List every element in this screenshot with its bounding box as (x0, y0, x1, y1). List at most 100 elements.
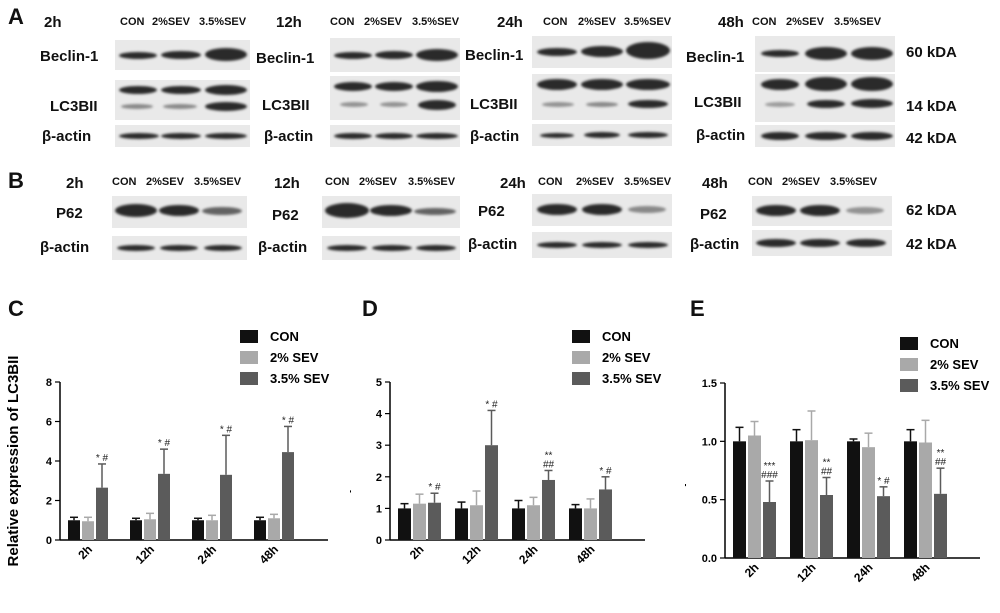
bar (584, 508, 597, 540)
y-axis-label: Relative expression of Beclin-1 (350, 350, 352, 572)
blot-actin-2h (115, 125, 250, 147)
x-tick-label: 2h (75, 542, 95, 562)
blot-actin-48h (755, 125, 895, 147)
blot-actin-24h (532, 124, 672, 146)
header-2sev: 2%SEV (146, 176, 184, 188)
significance-marker: * # (485, 399, 498, 410)
y-tick-label: 4 (46, 456, 53, 468)
bar (130, 520, 142, 540)
header-35sev: 3.5%SEV (412, 16, 460, 28)
blot-beclin-48h (755, 36, 895, 72)
label-actin: β-actin (264, 128, 314, 145)
bar (206, 520, 218, 540)
label-actin: β-actin (258, 239, 308, 256)
bar (748, 435, 761, 558)
bar (877, 496, 890, 558)
y-tick-label: 6 (46, 417, 52, 429)
y-tick-label: 2 (46, 496, 52, 508)
y-tick-label: 0 (46, 535, 52, 547)
bar (144, 519, 156, 540)
legend-swatch (572, 351, 590, 364)
timepoint-24h-b: 24h (500, 175, 526, 192)
x-tick-label: 2h (742, 560, 762, 580)
label-actin: β-actin (470, 128, 520, 145)
label-lc3: LC3BII (470, 96, 518, 113)
bar (192, 520, 204, 540)
y-tick-label: 4 (376, 409, 383, 421)
significance-marker: *** (764, 461, 776, 472)
y-tick-label: 0.0 (702, 553, 717, 565)
legend-label: CON (930, 336, 959, 351)
legend-swatch (240, 330, 258, 343)
bar (569, 508, 582, 540)
header-2sev: 2%SEV (576, 176, 614, 188)
legend-swatch (572, 372, 590, 385)
x-tick-label: 24h (516, 542, 541, 567)
bar-chart-beclin: Relative expression of Beclin-1 0 1 2 3 4 5 * #… (350, 329, 662, 572)
label-p62: P62 (272, 207, 299, 224)
bar (254, 520, 266, 540)
header-35sev: 3.5%SEV (624, 16, 672, 28)
bar (763, 502, 776, 558)
timepoint-12h-a: 12h (276, 14, 302, 31)
legend-label: CON (270, 329, 299, 344)
blot-actin-b-48h (752, 230, 892, 256)
bar (268, 518, 280, 540)
label-actin: β-actin (40, 239, 90, 256)
blot-p62-24h (532, 194, 672, 226)
y-tick-label: 2 (376, 472, 382, 484)
bar-chart-lc3bii: Relative expression of LC3BII 0 2 4 6 8 * # 2h *… (5, 329, 330, 567)
significance-marker: ### (761, 470, 778, 481)
blot-p62-12h (322, 196, 460, 228)
header-35sev: 3.5%SEV (830, 176, 878, 188)
legend-label: 3.5% SEV (930, 378, 990, 393)
bar (455, 508, 468, 540)
bar (805, 440, 818, 558)
x-tick-label: 48h (908, 560, 933, 585)
legend-label: 2% SEV (930, 357, 979, 372)
panel-b-letter: B (8, 168, 24, 193)
legend-swatch (240, 372, 258, 385)
bar (542, 479, 555, 540)
x-tick-label: 24h (195, 542, 220, 567)
header-con: CON (538, 176, 563, 188)
y-tick-label: 1 (376, 503, 382, 515)
label-lc3: LC3BII (50, 98, 98, 115)
bar (733, 441, 746, 558)
timepoint-2h-b: 2h (66, 175, 84, 192)
bar (599, 489, 612, 540)
blot-actin-b-24h (532, 232, 672, 258)
y-tick-label: 0.5 (702, 495, 717, 507)
bar (790, 441, 803, 558)
x-tick-label: 48h (257, 542, 282, 567)
panel-a-letter: A (8, 4, 24, 29)
bar (485, 445, 498, 540)
header-35sev: 3.5%SEV (194, 176, 242, 188)
header-2sev: 2%SEV (364, 16, 402, 28)
header-con: CON (543, 16, 568, 28)
bar (470, 505, 483, 540)
label-lc3: LC3BII (262, 97, 310, 114)
legend-swatch (240, 351, 258, 364)
significance-marker: ** (823, 458, 831, 469)
blot-actin-b-2h (112, 236, 247, 260)
y-tick-label: 5 (376, 377, 382, 389)
significance-marker: * # (428, 482, 441, 493)
legend-label: 3.5% SEV (602, 371, 662, 386)
header-35sev: 3.5%SEV (624, 176, 672, 188)
label-lc3: LC3BII (694, 94, 742, 111)
bar (919, 442, 932, 558)
timepoint-12h-b: 12h (274, 175, 300, 192)
label-actin: β-actin (42, 128, 92, 145)
header-35sev: 3.5%SEV (408, 176, 456, 188)
bar (68, 520, 80, 540)
label-actin: β-actin (468, 236, 518, 253)
header-2sev: 2%SEV (359, 176, 397, 188)
blot-actin-b-12h (322, 236, 460, 260)
mw-p62: 62 kDA (906, 202, 957, 219)
mw-actin: 42 kDA (906, 130, 957, 147)
bar (282, 452, 294, 540)
mw-beclin: 60 kDA (906, 44, 957, 61)
timepoint-2h-a: 2h (44, 14, 62, 31)
timepoint-48h-b: 48h (702, 175, 728, 192)
